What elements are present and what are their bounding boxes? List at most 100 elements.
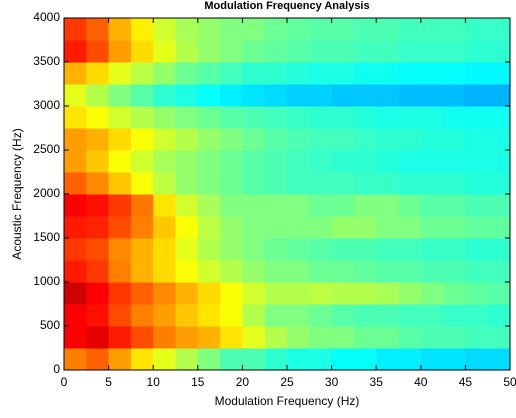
heatmap-cell <box>287 62 310 85</box>
heatmap-cell <box>398 128 422 151</box>
heatmap-cell <box>220 238 243 261</box>
heatmap-cell <box>86 326 110 349</box>
heatmap-cell <box>153 84 176 107</box>
heatmap-cell <box>175 326 199 349</box>
x-tick-label: 20 <box>236 375 250 389</box>
heatmap-cell <box>64 40 87 63</box>
x-tick-label: 40 <box>414 375 428 389</box>
heatmap-cell <box>86 18 110 41</box>
heatmap-cell <box>487 150 511 173</box>
heatmap-cell <box>242 40 266 63</box>
heatmap-cell <box>108 282 132 305</box>
heatmap-cell <box>398 282 422 305</box>
heatmap-cell <box>465 128 489 151</box>
heatmap-cell <box>130 128 154 151</box>
heatmap-cell <box>130 326 154 349</box>
heatmap-cell <box>309 106 333 129</box>
heatmap-cell <box>64 348 87 371</box>
heatmap-cell <box>420 194 444 217</box>
heatmap-cell <box>331 238 355 261</box>
heatmap-cell <box>153 216 176 239</box>
heatmap-cell <box>153 260 176 283</box>
heatmap-cell <box>220 84 243 107</box>
heatmap-cell <box>108 260 132 283</box>
heatmap-cell <box>130 216 154 239</box>
y-tick-label: 500 <box>40 318 60 332</box>
y-tick-label: 3500 <box>33 54 60 68</box>
heatmap-cell <box>398 18 422 41</box>
heatmap-cell <box>376 282 399 305</box>
heatmap-cell <box>353 326 377 349</box>
heatmap-cell <box>197 62 221 85</box>
heatmap-cell <box>130 304 154 327</box>
heatmap-cell <box>64 304 87 327</box>
heatmap-cell <box>487 62 511 85</box>
heatmap-cell <box>197 238 221 261</box>
heatmap-cell <box>331 40 355 63</box>
axes: 0 5 10 15 20 25 30 35 40 45 5005001000150020002500… <box>33 10 516 389</box>
heatmap-cell <box>487 84 511 107</box>
heatmap-cell <box>353 62 377 85</box>
heatmap-cell <box>130 238 154 261</box>
heatmap-cell <box>108 216 132 239</box>
heatmap-cell <box>175 238 199 261</box>
heatmap-cell <box>264 106 288 129</box>
heatmap-cell <box>487 18 511 41</box>
heatmap-cell <box>287 238 310 261</box>
heatmap-cell <box>108 84 132 107</box>
y-axis-label: Acoustic Frequency (Hz) <box>10 128 24 259</box>
heatmap-cell <box>420 62 444 85</box>
heatmap-cell <box>331 216 355 239</box>
heatmap-cell <box>197 304 221 327</box>
heatmap-cell <box>108 172 132 195</box>
heatmap-cell <box>264 282 288 305</box>
heatmap-cell <box>331 150 355 173</box>
heatmap-cell <box>64 326 87 349</box>
heatmap-cell <box>353 106 377 129</box>
heatmap-cell <box>309 18 333 41</box>
heatmap-cell <box>420 172 444 195</box>
heatmap-cell <box>130 172 154 195</box>
heatmap-cell <box>86 216 110 239</box>
heatmap-cell <box>353 18 377 41</box>
heatmap-cell <box>264 326 288 349</box>
x-tick-label: 50 <box>503 375 516 389</box>
heatmap-cell <box>86 194 110 217</box>
heatmap-cell <box>398 194 422 217</box>
heatmap-cell <box>376 194 399 217</box>
heatmap-cell <box>175 18 199 41</box>
heatmap-cell <box>376 304 399 327</box>
heatmap-cell <box>376 84 399 107</box>
heatmap-cell <box>242 216 266 239</box>
heatmap-cell <box>420 150 444 173</box>
heatmap-cell <box>264 62 288 85</box>
heatmap-cell <box>264 172 288 195</box>
heatmap-cell <box>309 348 333 371</box>
heatmap-cell <box>108 62 132 85</box>
heatmap-cell <box>86 62 110 85</box>
heatmap-cell <box>443 150 466 173</box>
heatmap-cell <box>465 348 489 371</box>
heatmap-cell <box>130 40 154 63</box>
heatmap-cell <box>331 62 355 85</box>
heatmap-cell <box>465 40 489 63</box>
heatmap-cell <box>197 40 221 63</box>
heatmap-cell <box>220 194 243 217</box>
y-tick-label: 1500 <box>33 230 60 244</box>
heatmap-cell <box>331 304 355 327</box>
heatmap-cell <box>376 238 399 261</box>
heatmap-cell <box>376 172 399 195</box>
heatmap-cell <box>220 150 243 173</box>
heatmap-cell <box>443 348 466 371</box>
heatmap-cell <box>420 106 444 129</box>
heatmap-cell <box>242 304 266 327</box>
heatmap-cell <box>443 282 466 305</box>
heatmap-cell <box>487 304 511 327</box>
heatmap-cell <box>353 194 377 217</box>
heatmap-cell <box>465 216 489 239</box>
heatmap-cell <box>64 150 87 173</box>
heatmap-cell <box>443 238 466 261</box>
heatmap-cell <box>242 282 266 305</box>
heatmap-cell <box>86 304 110 327</box>
heatmap-cell <box>108 348 132 371</box>
